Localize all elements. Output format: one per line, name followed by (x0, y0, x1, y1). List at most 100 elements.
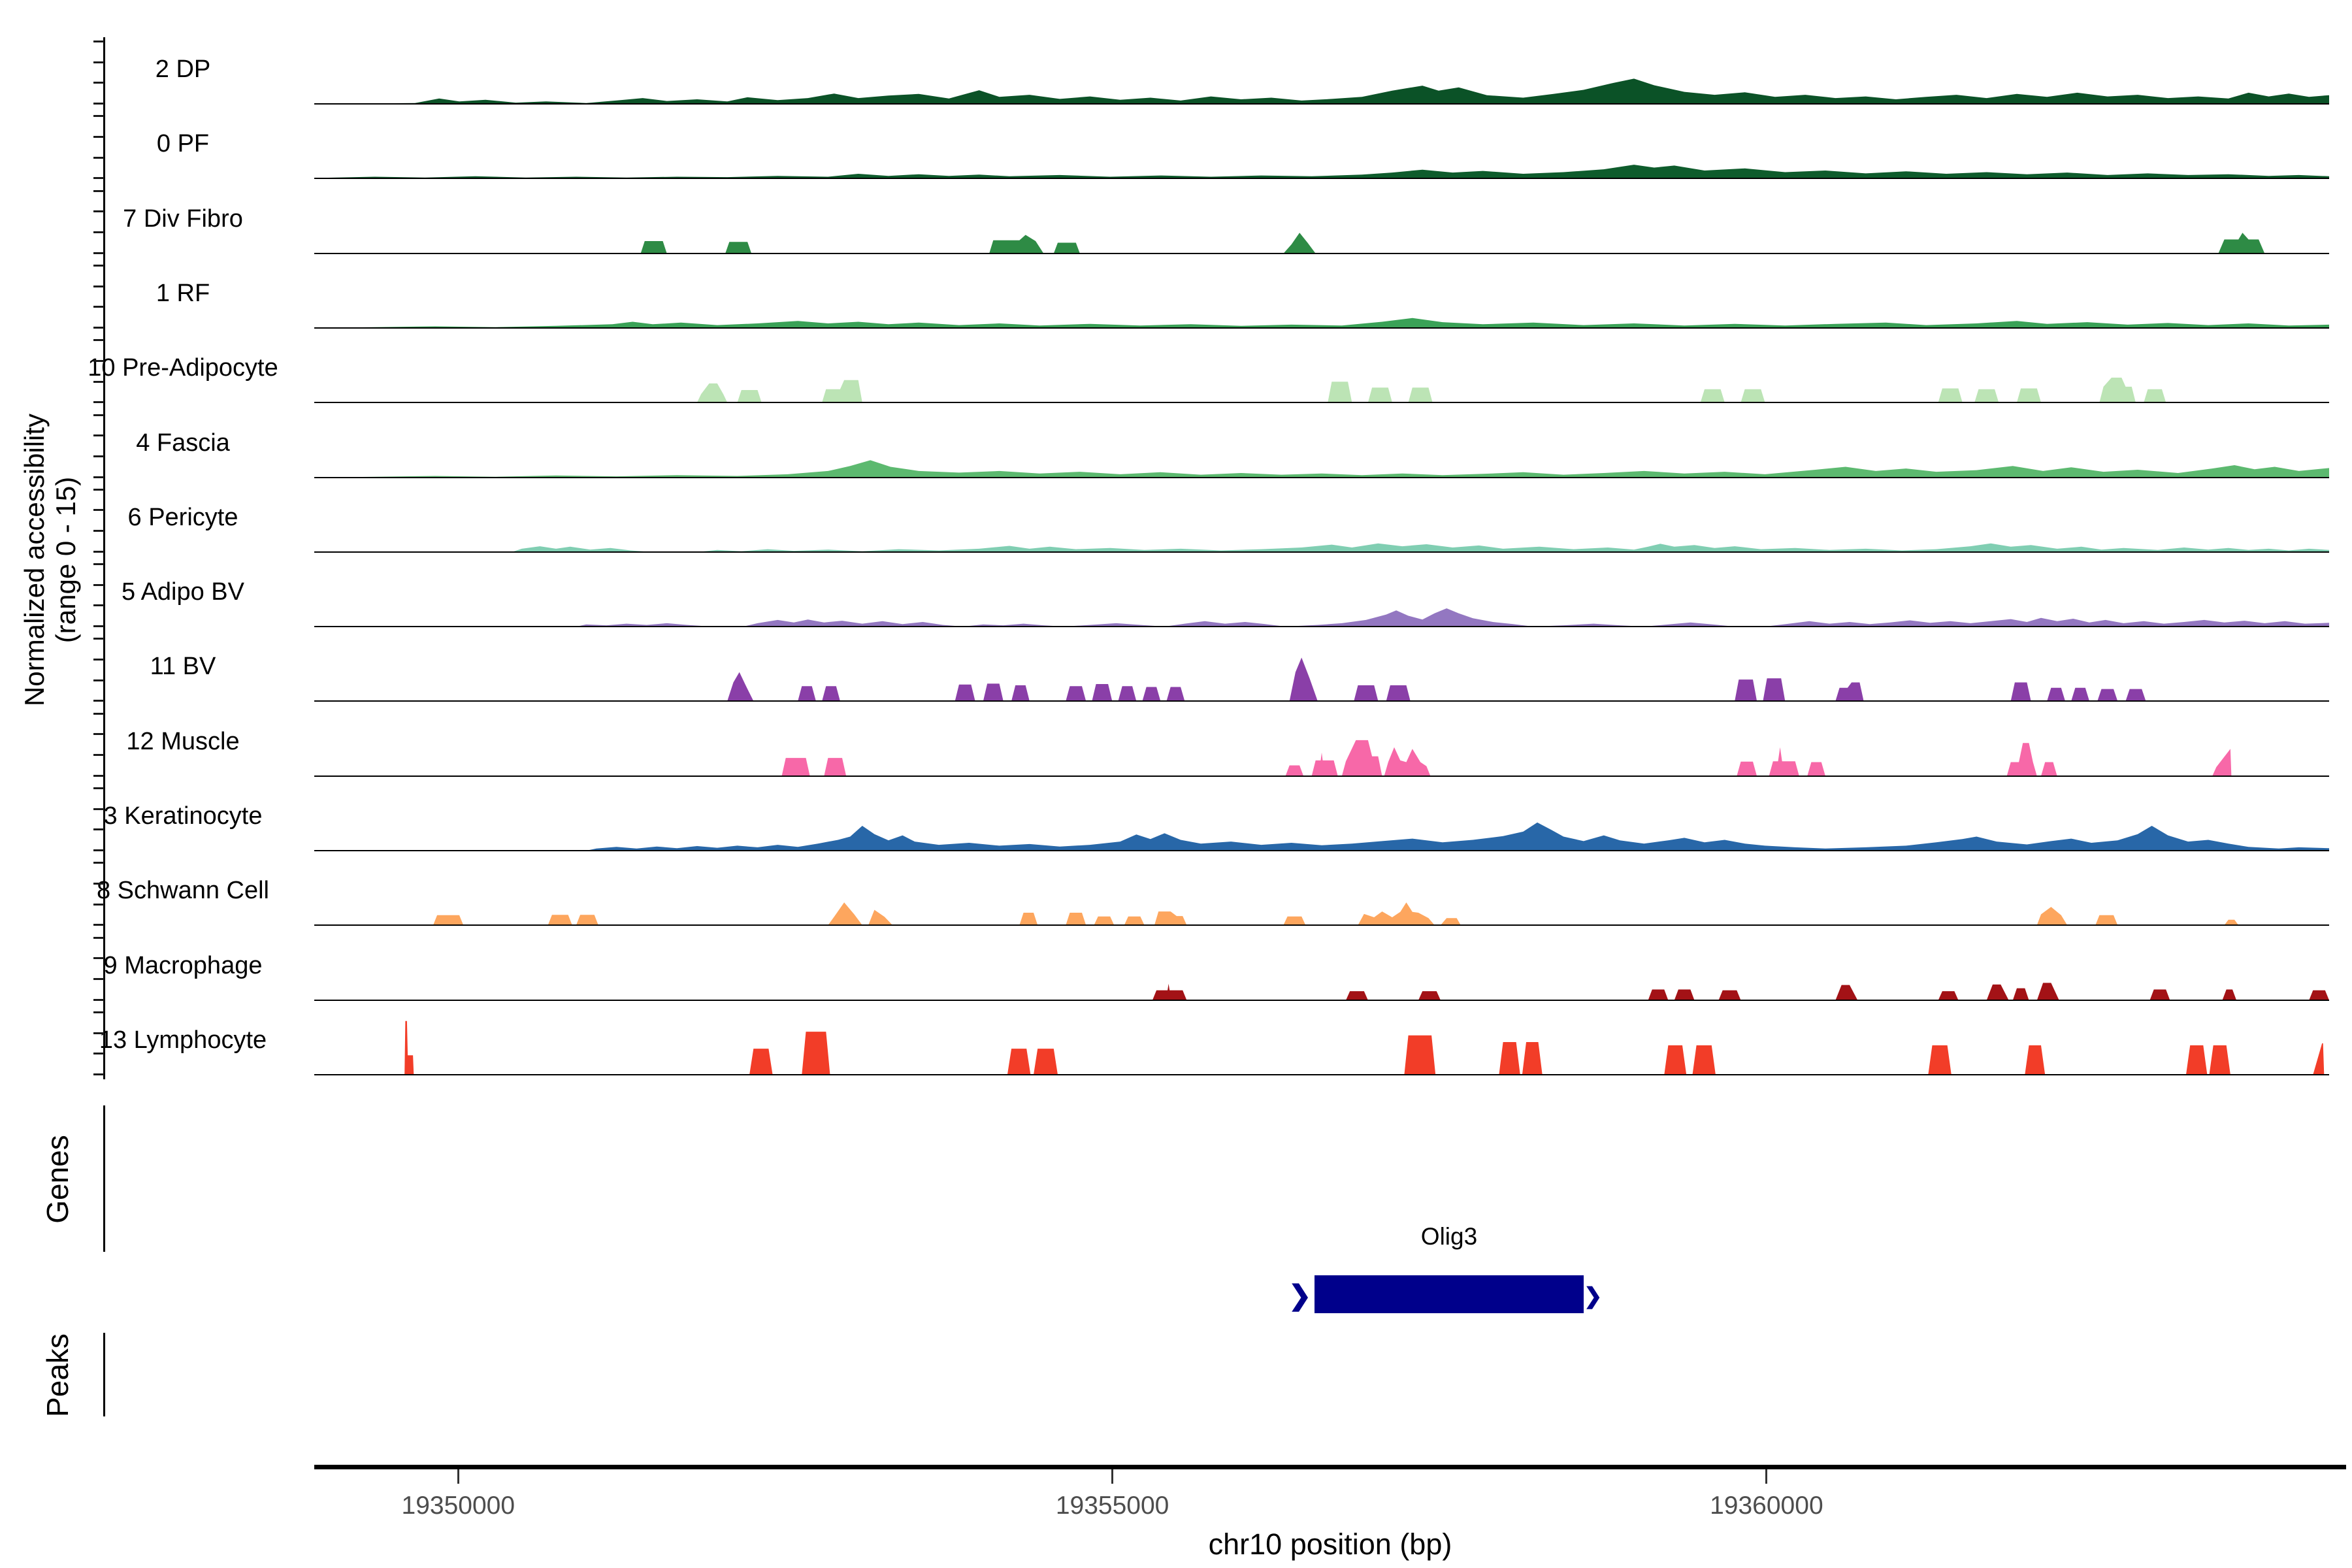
track-signal-4-fascia (314, 459, 2329, 478)
track-value-tick (93, 359, 104, 362)
track-value-tick (93, 434, 104, 437)
track-value-tick (93, 252, 104, 254)
track-value-tick (93, 380, 104, 383)
track-value-tick (93, 1011, 104, 1013)
track-value-tick (93, 808, 104, 810)
track-baseline (314, 327, 2329, 329)
track-value-tick (93, 509, 104, 512)
track-signal-5-adipo-bv (314, 608, 2329, 627)
track-value-tick (93, 488, 104, 491)
track-value-tick (93, 135, 104, 138)
track-value-tick (93, 604, 104, 607)
track-value-tick (93, 231, 104, 233)
x-axis-tick (457, 1469, 459, 1484)
track-value-tick (93, 1073, 104, 1075)
track-value-tick (93, 455, 104, 457)
track-value-tick (93, 774, 104, 777)
gene-label: Olig3 (1420, 1223, 1478, 1250)
x-axis-tick-label: 19355000 (1055, 1492, 1169, 1520)
track-value-tick (93, 1032, 104, 1034)
track-value-tick (93, 530, 104, 532)
track-value-tick (93, 550, 104, 553)
track-signal-6-pericyte (314, 543, 2329, 552)
x-axis-tick (1111, 1469, 1114, 1484)
x-axis-tick (1765, 1469, 1768, 1484)
track-baseline (314, 924, 2329, 926)
track-label-8-schwann-cell: 8 Schwann Cell (96, 877, 270, 905)
track-signal-9-macrophage (314, 982, 2329, 1000)
gene-body (1314, 1275, 1584, 1313)
track-value-tick (93, 82, 104, 84)
track-value-tick (93, 339, 104, 342)
x-axis-tick-label: 19360000 (1710, 1492, 1823, 1520)
track-value-tick (93, 787, 104, 789)
track-label-10-pre-adipocyte: 10 Pre-Adipocyte (88, 354, 278, 382)
track-value-tick (93, 882, 104, 885)
track-value-tick (93, 306, 104, 308)
track-value-tick (93, 712, 104, 715)
track-value-tick (93, 754, 104, 757)
track-baseline (314, 178, 2329, 180)
track-label-3-keratinocyte: 3 Keratinocyte (103, 802, 263, 830)
track-label-6-pericyte: 6 Pericyte (127, 503, 238, 531)
track-value-tick (93, 210, 104, 213)
track-label-4-fascia: 4 Fascia (136, 429, 230, 457)
track-label-11-bv: 11 BV (150, 653, 216, 681)
track-baseline (314, 850, 2329, 851)
genes-section-bracket (103, 1105, 105, 1252)
track-signal-13-lymphocyte (314, 1021, 2329, 1075)
track-baseline (314, 1073, 2329, 1075)
track-value-tick (93, 156, 104, 159)
track-signal-8-schwann-cell (314, 902, 2329, 926)
track-value-tick (93, 998, 104, 1001)
track-value-tick (93, 679, 104, 681)
track-baseline (314, 700, 2329, 702)
track-signal-12-muscle (314, 740, 2329, 776)
track-baseline (314, 402, 2329, 404)
track-value-tick (93, 189, 104, 192)
gene-strand-arrow-right-icon: ❯ (1584, 1284, 1603, 1309)
track-value-tick (93, 924, 104, 926)
track-value-tick (93, 103, 104, 105)
track-value-tick (93, 849, 104, 851)
track-label-9-macrophage: 9 Macrophage (103, 951, 263, 979)
track-value-tick (93, 977, 104, 980)
track-label-13-lymphocyte: 13 Lymphocyte (99, 1026, 267, 1054)
track-label-1-rf: 1 RF (155, 279, 210, 307)
peaks-section-bracket (103, 1333, 105, 1416)
track-value-tick (93, 563, 104, 566)
track-value-tick (93, 625, 104, 628)
track-baseline (314, 551, 2329, 553)
track-label-0-pf: 0 PF (156, 130, 210, 158)
track-signal-3-keratinocyte (314, 822, 2329, 851)
track-value-tick (93, 476, 104, 478)
track-value-tick (93, 936, 104, 939)
track-value-tick (93, 401, 104, 404)
track-value-tick (93, 41, 104, 42)
track-baseline (314, 626, 2329, 628)
track-baseline (314, 252, 2329, 254)
gene-strand-arrow-left-icon: ❯ (1288, 1280, 1312, 1311)
track-value-tick (93, 326, 104, 329)
track-label-2-dp: 2 DP (155, 56, 211, 83)
track-value-tick (93, 61, 104, 63)
x-axis-line (314, 1465, 2346, 1469)
track-value-tick (93, 700, 104, 702)
track-baseline (314, 999, 2329, 1001)
track-value-tick (93, 115, 104, 118)
track-signal-2-dp (314, 78, 2329, 104)
track-value-tick (93, 733, 104, 736)
track-value-tick (93, 414, 104, 416)
track-signal-1-rf (314, 318, 2329, 328)
track-value-tick (93, 828, 104, 831)
track-value-tick (93, 638, 104, 640)
track-value-tick (93, 285, 104, 287)
y-axis-title-line1: Normalized accessibility (19, 413, 50, 707)
track-label-7-div-fibro: 7 Div Fibro (123, 204, 243, 233)
track-value-tick (93, 903, 104, 906)
track-value-tick (93, 583, 104, 586)
track-value-tick (93, 177, 104, 180)
x-axis-title: chr10 position (bp) (1208, 1527, 1452, 1561)
track-signal-0-pf (314, 165, 2329, 179)
